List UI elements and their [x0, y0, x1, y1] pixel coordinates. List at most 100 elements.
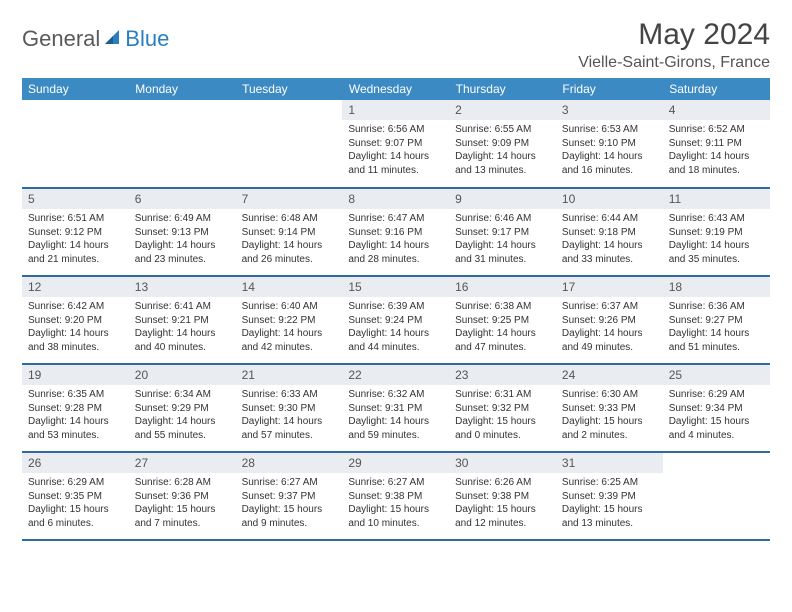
day-details: Sunrise: 6:37 AMSunset: 9:26 PMDaylight:… — [556, 297, 663, 358]
sunrise-text: Sunrise: 6:46 AM — [455, 212, 550, 226]
calendar-day-cell: 15Sunrise: 6:39 AMSunset: 9:24 PMDayligh… — [342, 276, 449, 364]
sunset-text: Sunset: 9:34 PM — [669, 402, 764, 416]
day-number: 3 — [556, 100, 663, 120]
calendar-day-cell: 9Sunrise: 6:46 AMSunset: 9:17 PMDaylight… — [449, 188, 556, 276]
calendar-week-row: 5Sunrise: 6:51 AMSunset: 9:12 PMDaylight… — [22, 188, 770, 276]
day-number: 19 — [22, 365, 129, 385]
calendar-day-cell — [236, 100, 343, 188]
calendar-day-cell — [663, 452, 770, 540]
sunrise-text: Sunrise: 6:29 AM — [669, 388, 764, 402]
day-details: Sunrise: 6:55 AMSunset: 9:09 PMDaylight:… — [449, 120, 556, 181]
sunrise-text: Sunrise: 6:51 AM — [28, 212, 123, 226]
calendar-day-cell: 23Sunrise: 6:31 AMSunset: 9:32 PMDayligh… — [449, 364, 556, 452]
calendar-day-cell: 1Sunrise: 6:56 AMSunset: 9:07 PMDaylight… — [342, 100, 449, 188]
day-details: Sunrise: 6:56 AMSunset: 9:07 PMDaylight:… — [342, 120, 449, 181]
sunrise-text: Sunrise: 6:47 AM — [348, 212, 443, 226]
sunrise-text: Sunrise: 6:30 AM — [562, 388, 657, 402]
daylight-text: Daylight: 14 hours and 26 minutes. — [242, 239, 337, 266]
sunrise-text: Sunrise: 6:39 AM — [348, 300, 443, 314]
day-details: Sunrise: 6:39 AMSunset: 9:24 PMDaylight:… — [342, 297, 449, 358]
day-details: Sunrise: 6:52 AMSunset: 9:11 PMDaylight:… — [663, 120, 770, 181]
daylight-text: Daylight: 15 hours and 12 minutes. — [455, 503, 550, 530]
day-number: 25 — [663, 365, 770, 385]
day-number: 23 — [449, 365, 556, 385]
day-number — [129, 100, 236, 106]
calendar-day-cell: 29Sunrise: 6:27 AMSunset: 9:38 PMDayligh… — [342, 452, 449, 540]
weekday-header: Monday — [129, 78, 236, 100]
calendar-day-cell: 21 Sunrise: 6:33 AMSunset: 9:30 PMDayligh… — [236, 364, 343, 452]
calendar-body: 1Sunrise: 6:56 AMSunset: 9:07 PMDaylight… — [22, 100, 770, 540]
daylight-text: Daylight: 14 hours and 31 minutes. — [455, 239, 550, 266]
calendar-table: SundayMondayTuesdayWednesdayThursdayFrid… — [22, 78, 770, 541]
day-details: Sunrise: 6:49 AMSunset: 9:13 PMDaylight:… — [129, 209, 236, 270]
calendar-day-cell: 8Sunrise: 6:47 AMSunset: 9:16 PMDaylight… — [342, 188, 449, 276]
day-number: 9 — [449, 189, 556, 209]
sunrise-text: Sunrise: 6:40 AM — [242, 300, 337, 314]
calendar-day-cell: 22Sunrise: 6:32 AMSunset: 9:31 PMDayligh… — [342, 364, 449, 452]
daylight-text: Daylight: 14 hours and 16 minutes. — [562, 150, 657, 177]
daylight-text: Daylight: 14 hours and 33 minutes. — [562, 239, 657, 266]
daylight-text: Daylight: 14 hours and 57 minutes. — [242, 415, 337, 442]
weekday-header: Sunday — [22, 78, 129, 100]
daylight-text: Daylight: 15 hours and 9 minutes. — [242, 503, 337, 530]
day-details: Sunrise: 6:26 AMSunset: 9:38 PMDaylight:… — [449, 473, 556, 534]
sunrise-text: Sunrise: 6:48 AM — [242, 212, 337, 226]
sunrise-text: Sunrise: 6:38 AM — [455, 300, 550, 314]
day-details: Sunrise: 6:32 AMSunset: 9:31 PMDaylight:… — [342, 385, 449, 446]
day-details: Sunrise: 6:38 AMSunset: 9:25 PMDaylight:… — [449, 297, 556, 358]
calendar-day-cell: 17Sunrise: 6:37 AMSunset: 9:26 PMDayligh… — [556, 276, 663, 364]
day-details: Sunrise: 6:25 AMSunset: 9:39 PMDaylight:… — [556, 473, 663, 534]
day-number: 30 — [449, 453, 556, 473]
day-details: Sunrise: 6:48 AMSunset: 9:14 PMDaylight:… — [236, 209, 343, 270]
daylight-text: Daylight: 15 hours and 2 minutes. — [562, 415, 657, 442]
sunset-text: Sunset: 9:38 PM — [455, 490, 550, 504]
calendar-day-cell: 18Sunrise: 6:36 AMSunset: 9:27 PMDayligh… — [663, 276, 770, 364]
daylight-text: Daylight: 14 hours and 42 minutes. — [242, 327, 337, 354]
sunset-text: Sunset: 9:14 PM — [242, 226, 337, 240]
sunset-text: Sunset: 9:25 PM — [455, 314, 550, 328]
sunrise-text: Sunrise: 6:41 AM — [135, 300, 230, 314]
daylight-text: Daylight: 14 hours and 11 minutes. — [348, 150, 443, 177]
sunset-text: Sunset: 9:21 PM — [135, 314, 230, 328]
sunset-text: Sunset: 9:12 PM — [28, 226, 123, 240]
daylight-text: Daylight: 14 hours and 38 minutes. — [28, 327, 123, 354]
daylight-text: Daylight: 14 hours and 21 minutes. — [28, 239, 123, 266]
calendar-day-cell — [22, 100, 129, 188]
day-details: Sunrise: 6:35 AMSunset: 9:28 PMDaylight:… — [22, 385, 129, 446]
daylight-text: Daylight: 14 hours and 40 minutes. — [135, 327, 230, 354]
sunset-text: Sunset: 9:13 PM — [135, 226, 230, 240]
calendar-day-cell: 26Sunrise: 6:29 AMSunset: 9:35 PMDayligh… — [22, 452, 129, 540]
day-number: 15 — [342, 277, 449, 297]
day-details: Sunrise: 6:41 AMSunset: 9:21 PMDaylight:… — [129, 297, 236, 358]
day-details: Sunrise: 6:28 AMSunset: 9:36 PMDaylight:… — [129, 473, 236, 534]
sunrise-text: Sunrise: 6:28 AM — [135, 476, 230, 490]
weekday-header: Tuesday — [236, 78, 343, 100]
day-number: 4 — [663, 100, 770, 120]
calendar-week-row: 26Sunrise: 6:29 AMSunset: 9:35 PMDayligh… — [22, 452, 770, 540]
weekday-header: Wednesday — [342, 78, 449, 100]
sunrise-text: Sunrise: 6:55 AM — [455, 123, 550, 137]
sunrise-text: Sunrise: 6:49 AM — [135, 212, 230, 226]
day-details: Sunrise: 6:34 AMSunset: 9:29 PMDaylight:… — [129, 385, 236, 446]
day-details: Sunrise: 6:51 AMSunset: 9:12 PMDaylight:… — [22, 209, 129, 270]
sunrise-text: Sunrise: 6:33 AM — [242, 388, 337, 402]
sunset-text: Sunset: 9:30 PM — [242, 402, 337, 416]
day-number: 21 — [236, 365, 343, 385]
day-number: 8 — [342, 189, 449, 209]
calendar-day-cell: 24Sunrise: 6:30 AMSunset: 9:33 PMDayligh… — [556, 364, 663, 452]
day-details: Sunrise: 6:30 AMSunset: 9:33 PMDaylight:… — [556, 385, 663, 446]
sunrise-text: Sunrise: 6:26 AM — [455, 476, 550, 490]
day-number: 26 — [22, 453, 129, 473]
calendar-day-cell: 2Sunrise: 6:55 AMSunset: 9:09 PMDaylight… — [449, 100, 556, 188]
day-number: 27 — [129, 453, 236, 473]
day-number: 16 — [449, 277, 556, 297]
daylight-text: Daylight: 14 hours and 53 minutes. — [28, 415, 123, 442]
day-number: 17 — [556, 277, 663, 297]
sunset-text: Sunset: 9:31 PM — [348, 402, 443, 416]
sunset-text: Sunset: 9:28 PM — [28, 402, 123, 416]
title-block: May 2024 Vielle-Saint-Girons, France — [578, 18, 770, 72]
calendar-day-cell: 12Sunrise: 6:42 AMSunset: 9:20 PMDayligh… — [22, 276, 129, 364]
sunrise-text: Sunrise: 6:53 AM — [562, 123, 657, 137]
sunrise-text: Sunrise: 6:34 AM — [135, 388, 230, 402]
sunrise-text: Sunrise: 6:27 AM — [242, 476, 337, 490]
